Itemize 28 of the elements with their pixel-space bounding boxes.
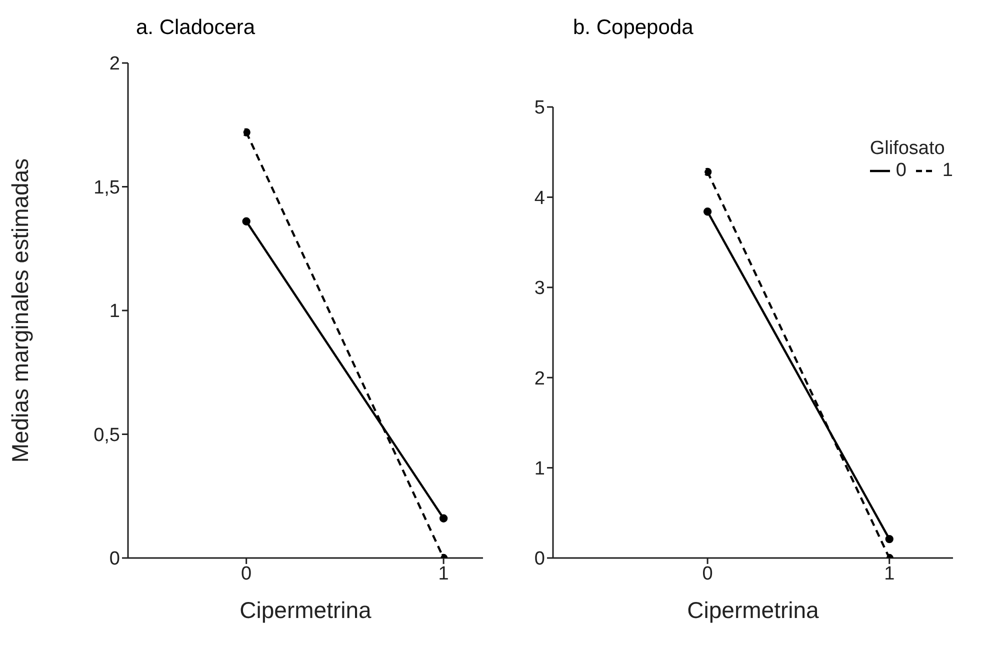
point	[242, 128, 250, 136]
legend-label: 0	[894, 160, 906, 182]
chart-title: a. Cladocera	[135, 15, 256, 41]
x-axis-title: Cipermetrina	[240, 597, 372, 623]
y-axis-title: Medias marginales estimadas	[7, 158, 34, 463]
y-tick-label: 0,5	[94, 424, 120, 446]
x-axis-title: Cipermetrina	[687, 597, 820, 623]
point	[703, 208, 712, 216]
x-tick-label: 0	[702, 563, 713, 584]
point	[242, 217, 250, 226]
point	[439, 514, 448, 522]
legend-label: 1	[941, 160, 953, 182]
y-tick-label: 5	[534, 98, 545, 119]
y-tick-label: 0	[109, 548, 120, 570]
y-tick-label: 1,5	[94, 177, 120, 198]
chart-title: b. Copepoda	[572, 15, 694, 41]
x-tick-label: 1	[438, 563, 449, 584]
point	[885, 534, 894, 544]
y-tick-label: 1	[534, 458, 545, 480]
y-tick-label: 3	[534, 278, 545, 300]
y-tick-label: 2	[534, 368, 545, 390]
x-tick-label: 1	[884, 563, 895, 584]
x-tick-label: 0	[241, 563, 252, 584]
y-tick-label: 0	[534, 548, 545, 570]
y-tick-label: 1	[109, 301, 120, 322]
legend-title: Glifosato	[870, 138, 946, 160]
y-tick-label: 2	[109, 54, 120, 75]
y-tick-label: 4	[534, 188, 546, 209]
